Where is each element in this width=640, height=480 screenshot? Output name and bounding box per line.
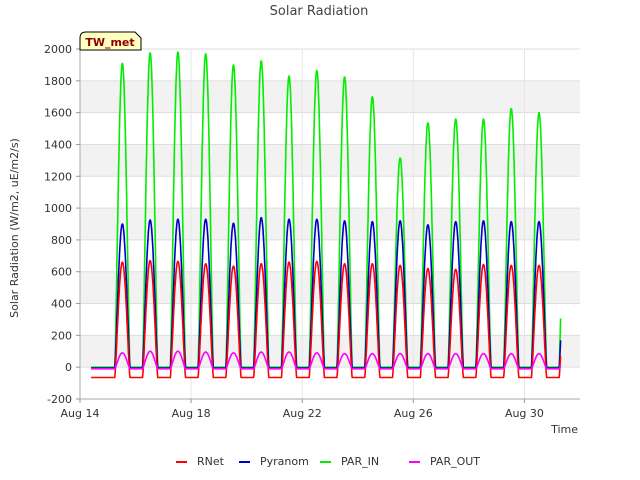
y-tick-label: -200	[47, 393, 72, 406]
plot-area	[80, 49, 580, 399]
grid-band	[80, 144, 580, 177]
legend-label: Pyranom	[260, 455, 309, 468]
y-tick-label: 1400	[44, 138, 72, 151]
chart-title: Solar Radiation	[270, 4, 369, 19]
x-tick-label: Aug 18	[172, 407, 211, 420]
legend-item-rnet: RNet	[176, 455, 225, 468]
y-tick-label: 2000	[44, 43, 72, 56]
x-axis-label: Time	[550, 423, 578, 436]
legend-label: PAR_IN	[341, 455, 379, 468]
series-layer	[90, 51, 562, 379]
y-tick-label: 800	[51, 234, 72, 247]
legend-label: PAR_OUT	[430, 455, 480, 468]
x-tick-label: Aug 26	[394, 407, 433, 420]
x-tick-label: Aug 14	[61, 407, 100, 420]
y-tick-label: 600	[51, 266, 72, 279]
site-label: TW_met	[85, 36, 134, 49]
x-tick-label: Aug 30	[505, 407, 544, 420]
grid-band	[80, 208, 580, 240]
axes: -200 0 200 400 600 800 1000 1200 1400 1600 1800 200…	[44, 43, 580, 420]
x-tick-label: Aug 22	[283, 407, 322, 420]
grid-band	[80, 80, 580, 113]
y-axis-label: Solar Radiation (W/m2, uE/m2/s)	[8, 138, 21, 318]
site-label-box: TW_met	[79, 31, 142, 51]
y-tick-label: 200	[51, 329, 72, 342]
y-tick-label: 1000	[44, 202, 72, 215]
legend: RNet Pyranom PAR_IN PAR_OUT	[176, 455, 480, 468]
y-tick-label: 1200	[44, 170, 72, 183]
series-line-par_out	[90, 350, 562, 370]
y-tick-label: 1600	[44, 107, 72, 120]
y-tick-label: 0	[65, 361, 72, 374]
grid-band	[80, 335, 580, 368]
legend-item-pyranom: Pyranom	[239, 455, 309, 468]
legend-label: RNet	[197, 455, 225, 468]
series-line-rnet	[90, 259, 562, 379]
y-tick-label: 400	[51, 298, 72, 311]
y-tick-label: 1800	[44, 75, 72, 88]
legend-item-par_in: PAR_IN	[320, 455, 379, 468]
grid-band	[80, 271, 580, 304]
legend-item-par_out: PAR_OUT	[409, 455, 480, 468]
